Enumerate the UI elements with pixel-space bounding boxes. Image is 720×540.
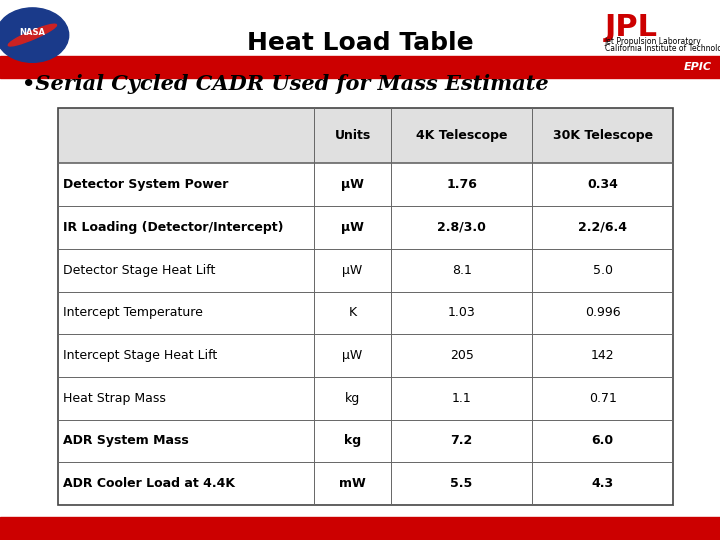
Text: μW: μW <box>341 221 364 234</box>
Text: 7.2: 7.2 <box>451 434 473 447</box>
Text: Heat Load Table: Heat Load Table <box>247 31 473 55</box>
Bar <box>58 108 673 505</box>
Bar <box>0 517 720 540</box>
Text: Units: Units <box>335 129 371 142</box>
Bar <box>0 56 720 78</box>
Text: Detector Stage Heat Lift: Detector Stage Heat Lift <box>63 264 216 276</box>
Text: 2.2/6.4: 2.2/6.4 <box>578 221 627 234</box>
Text: kg: kg <box>345 392 360 404</box>
Circle shape <box>0 8 68 62</box>
Text: μW: μW <box>343 349 363 362</box>
Text: Jet Propulsion Laboratory: Jet Propulsion Laboratory <box>605 37 701 46</box>
Text: Intercept Stage Heat Lift: Intercept Stage Heat Lift <box>63 349 217 362</box>
Text: mW: mW <box>339 477 366 490</box>
Text: 0.996: 0.996 <box>585 306 621 319</box>
Text: 205: 205 <box>450 349 474 362</box>
Text: 1.1: 1.1 <box>451 392 472 404</box>
Text: kg: kg <box>344 434 361 447</box>
Text: 30K Telescope: 30K Telescope <box>553 129 653 142</box>
Text: Intercept Temperature: Intercept Temperature <box>63 306 203 319</box>
Text: 142: 142 <box>591 349 614 362</box>
Text: 0.34: 0.34 <box>588 178 618 191</box>
Circle shape <box>3 13 62 57</box>
Text: NASA: NASA <box>19 29 45 37</box>
Text: IR Loading (Detector/Intercept): IR Loading (Detector/Intercept) <box>63 221 284 234</box>
Text: ADR Cooler Load at 4.4K: ADR Cooler Load at 4.4K <box>63 477 235 490</box>
Text: 2.8/3.0: 2.8/3.0 <box>437 221 486 234</box>
Text: 5.5: 5.5 <box>451 477 473 490</box>
Text: 4.3: 4.3 <box>592 477 613 490</box>
Text: μW: μW <box>341 178 364 191</box>
Text: Detector System Power: Detector System Power <box>63 178 229 191</box>
Text: 4K Telescope: 4K Telescope <box>416 129 508 142</box>
Text: 1.03: 1.03 <box>448 306 475 319</box>
Text: JPL: JPL <box>605 12 658 42</box>
Text: 0.71: 0.71 <box>589 392 616 404</box>
Text: ADR System Mass: ADR System Mass <box>63 434 189 447</box>
Text: 1.76: 1.76 <box>446 178 477 191</box>
Text: •Serial Cycled CADR Used for Mass Estimate: •Serial Cycled CADR Used for Mass Estima… <box>22 73 548 94</box>
Text: μW: μW <box>343 264 363 276</box>
Text: 5.0: 5.0 <box>593 264 613 276</box>
Text: EPIC: EPIC <box>683 62 711 72</box>
Text: K: K <box>348 306 356 319</box>
Ellipse shape <box>9 24 56 46</box>
Text: California Institute of Technology: California Institute of Technology <box>605 44 720 53</box>
Text: 6.0: 6.0 <box>592 434 613 447</box>
Text: Heat Strap Mass: Heat Strap Mass <box>63 392 166 404</box>
Bar <box>58 108 673 164</box>
Text: 8.1: 8.1 <box>451 264 472 276</box>
